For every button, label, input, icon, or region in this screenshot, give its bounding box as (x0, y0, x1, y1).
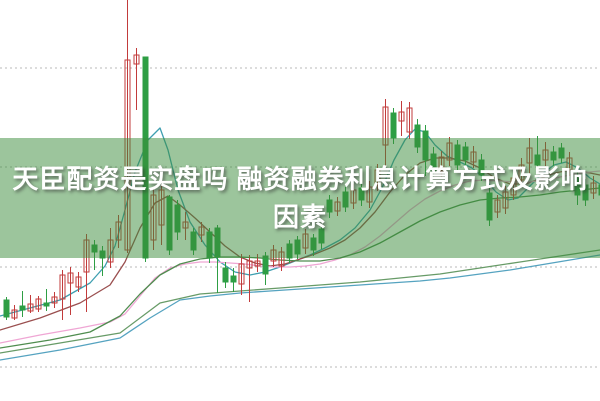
article-title-line1: 天臣配资是实盘吗 融资融券利息计算方式及影响 (12, 164, 588, 194)
candle-down (3, 299, 10, 318)
title-banner-overlay: 天臣配资是实盘吗 融资融券利息计算方式及影响 因素 (0, 138, 600, 258)
candle-up (11, 309, 18, 319)
candle-up (254, 260, 261, 267)
ma-green-slow (0, 249, 600, 354)
candle-down (230, 275, 237, 283)
article-title-line2: 因素 (272, 202, 327, 232)
candle-up (75, 276, 82, 288)
candle-down (262, 255, 269, 275)
candle-down (43, 302, 50, 307)
candle-up (133, 54, 140, 65)
candle-up (27, 303, 34, 312)
candle-down (390, 112, 397, 139)
candle-down (19, 305, 26, 311)
candle-up (406, 107, 413, 133)
candle-up (51, 296, 58, 304)
candle-up (246, 260, 253, 269)
candle-up (67, 272, 74, 284)
candle-up (238, 263, 245, 285)
candle-up (398, 111, 405, 122)
candle-up (59, 274, 66, 300)
candle-down (222, 267, 229, 283)
ma-cyan-slow (0, 254, 600, 361)
candle-up (35, 298, 42, 310)
